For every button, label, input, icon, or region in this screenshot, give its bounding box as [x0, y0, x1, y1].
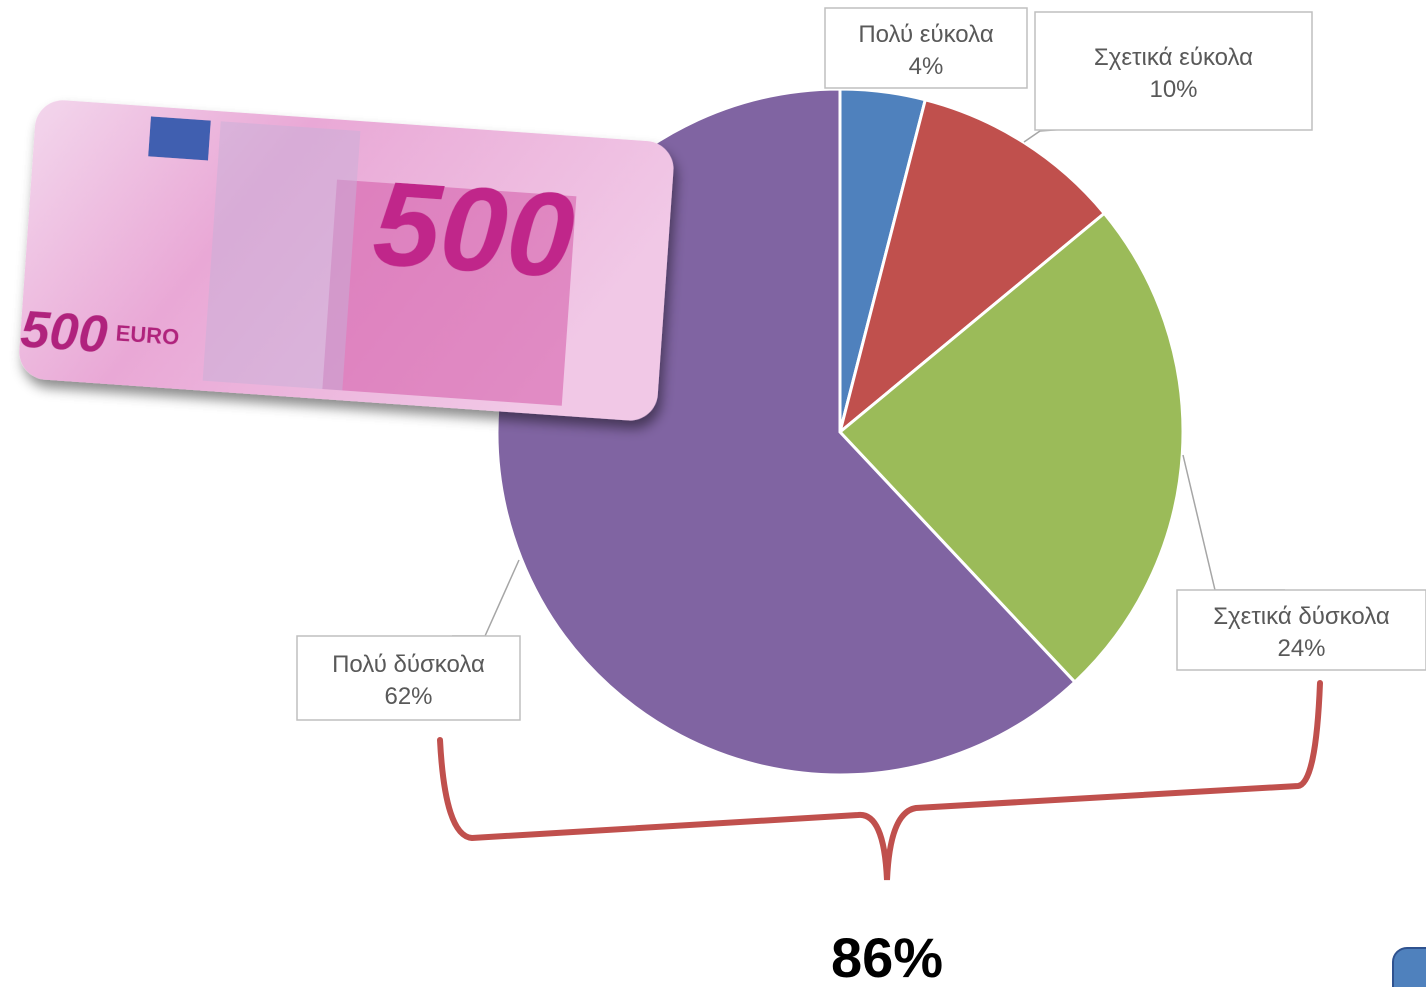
label-box: [1034, 11, 1313, 131]
category-label: Σχετικά εύκολα: [1094, 44, 1253, 71]
pie-slice: [837, 211, 1185, 685]
value-label: 24%: [1277, 635, 1325, 662]
banknote-band: [202, 121, 361, 391]
eu-flag: [148, 116, 211, 161]
label-box: [296, 635, 521, 721]
banknote-denomination-small: 500: [19, 301, 110, 365]
label-box: [824, 7, 1028, 89]
category-label: Πολύ δύσκολα: [332, 651, 485, 678]
decoration: [1392, 947, 1426, 987]
leader-line: [1182, 454, 1285, 591]
banknote-grid: [322, 179, 577, 406]
value-label: 4%: [909, 53, 944, 80]
label-box: [1176, 589, 1426, 671]
banknote-denomination: 500: [369, 156, 578, 304]
value-label: 62%: [384, 683, 432, 710]
value-label: 10%: [1149, 76, 1197, 103]
category-label: Πολύ εύκολα: [858, 21, 994, 48]
banknote-currency: EURO: [115, 320, 180, 349]
leader-line: [452, 559, 520, 637]
pie-slice: [837, 97, 1107, 437]
banknote: 500 500 EURO: [19, 100, 674, 421]
category-label: Σχετικά δύσκολα: [1213, 603, 1390, 630]
annotation: 86%: [831, 926, 943, 987]
data-labels: Πολύ εύκολα 4% Σχετικά εύκολα 10% Σχετικά δύ…: [296, 7, 1426, 721]
bracket: [437, 680, 1323, 881]
